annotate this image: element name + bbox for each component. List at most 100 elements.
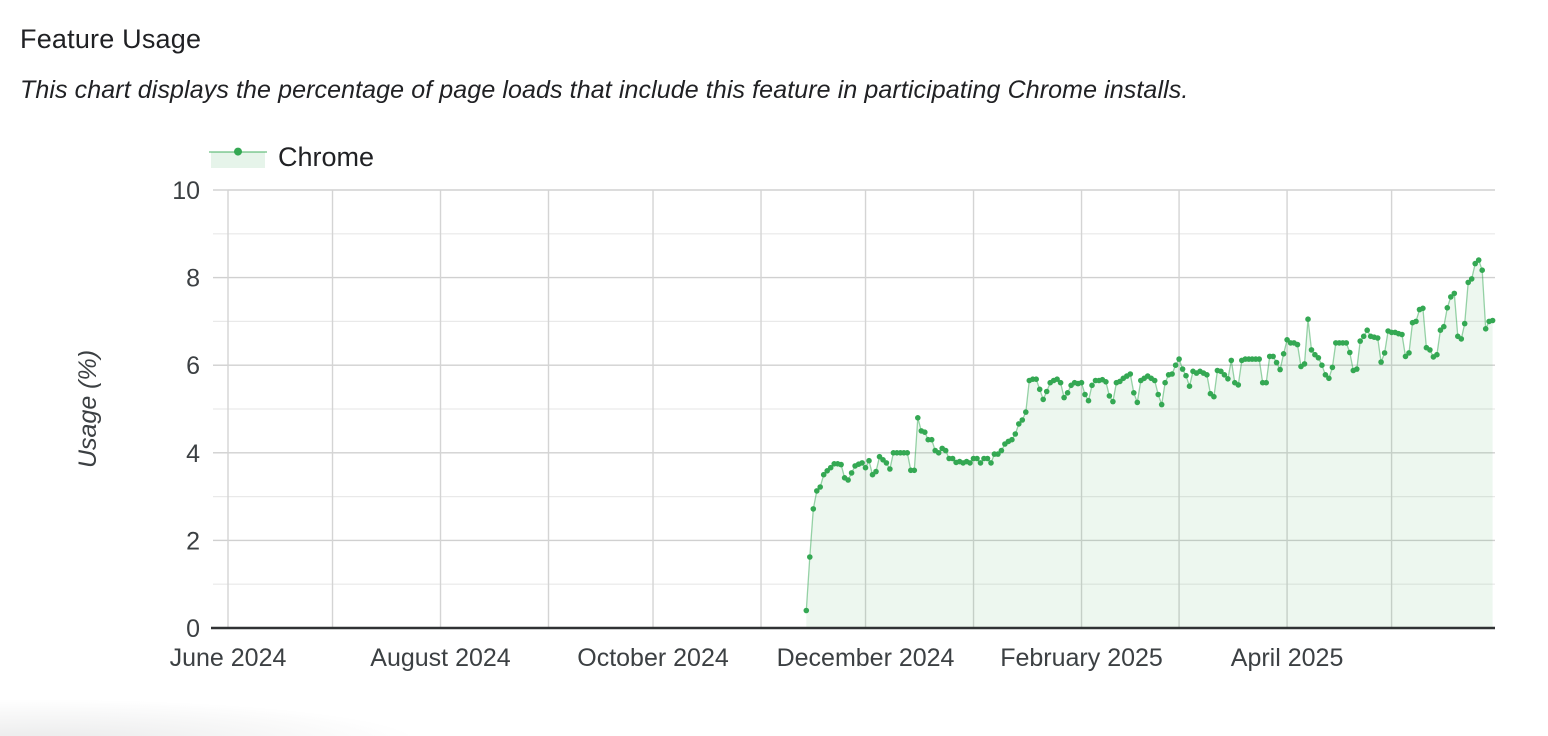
data-point[interactable] (1270, 353, 1276, 360)
data-point[interactable] (1364, 327, 1370, 334)
data-point[interactable] (1277, 366, 1283, 373)
data-point[interactable] (1162, 379, 1168, 386)
data-point[interactable] (1482, 326, 1489, 332)
data-point[interactable] (1057, 379, 1064, 386)
data-point[interactable] (1475, 257, 1482, 263)
data-point[interactable] (911, 467, 918, 474)
data-point[interactable] (1465, 279, 1471, 286)
data-point[interactable] (1033, 376, 1039, 383)
data-point[interactable] (803, 607, 810, 614)
data-point[interactable] (1343, 340, 1350, 346)
data-point[interactable] (810, 506, 817, 512)
data-point[interactable] (1263, 379, 1269, 386)
data-point[interactable] (1347, 349, 1353, 356)
data-point[interactable] (928, 436, 935, 443)
data-point[interactable] (922, 429, 928, 436)
data-point[interactable] (1357, 338, 1363, 344)
data-point[interactable] (887, 466, 893, 472)
data-point[interactable] (1176, 356, 1182, 362)
data-point[interactable] (1308, 347, 1315, 353)
data-point[interactable] (1472, 260, 1478, 267)
data-point[interactable] (814, 488, 820, 494)
data-point[interactable] (1434, 351, 1440, 358)
data-point[interactable] (1009, 436, 1015, 443)
data-point[interactable] (1378, 359, 1384, 365)
data-point[interactable] (862, 464, 869, 471)
data-point[interactable] (1110, 398, 1116, 405)
data-point[interactable] (1315, 355, 1322, 361)
data-point[interactable] (1305, 316, 1311, 323)
data-point[interactable] (1360, 333, 1367, 340)
data-point[interactable] (817, 484, 823, 490)
data-point[interactable] (998, 447, 1005, 454)
data-point[interactable] (974, 455, 980, 462)
data-point[interactable] (1103, 379, 1109, 385)
data-point[interactable] (1221, 372, 1228, 378)
data-point[interactable] (1040, 396, 1046, 403)
data-point[interactable] (1225, 376, 1231, 382)
data-point[interactable] (1448, 294, 1454, 300)
data-point[interactable] (1458, 336, 1465, 342)
data-point[interactable] (1036, 386, 1043, 393)
data-point[interactable] (1427, 347, 1433, 353)
data-point[interactable] (915, 415, 921, 421)
data-point[interactable] (1054, 376, 1060, 383)
data-point[interactable] (1019, 417, 1026, 423)
data-point[interactable] (820, 471, 827, 478)
data-point[interactable] (883, 460, 890, 466)
data-point[interactable] (838, 461, 844, 468)
data-point[interactable] (967, 460, 973, 466)
data-point[interactable] (1169, 371, 1175, 377)
data-point[interactable] (1468, 276, 1475, 282)
data-point[interactable] (1437, 327, 1444, 334)
chart-legend[interactable]: Chrome (209, 140, 374, 174)
data-point[interactable] (1319, 362, 1325, 369)
data-point[interactable] (1461, 320, 1468, 327)
data-point[interactable] (1441, 323, 1447, 330)
data-point[interactable] (1155, 391, 1161, 398)
data-point[interactable] (1406, 350, 1412, 356)
data-point[interactable] (935, 450, 942, 456)
data-point[interactable] (1399, 331, 1405, 338)
data-point[interactable] (1023, 409, 1029, 415)
data-point[interactable] (949, 455, 956, 462)
data-point[interactable] (988, 460, 994, 466)
data-point[interactable] (1444, 305, 1451, 311)
data-point[interactable] (1082, 391, 1088, 398)
data-point[interactable] (1374, 335, 1381, 341)
data-point[interactable] (1301, 361, 1308, 367)
data-point[interactable] (1402, 353, 1409, 360)
data-point[interactable] (1479, 267, 1485, 274)
data-point[interactable] (866, 457, 872, 464)
data-point[interactable] (1413, 318, 1419, 325)
data-point[interactable] (1158, 401, 1165, 408)
data-point[interactable] (942, 447, 949, 454)
data-point[interactable] (1204, 372, 1210, 378)
data-point[interactable] (1420, 305, 1426, 312)
data-point[interactable] (1218, 368, 1224, 375)
data-point[interactable] (1151, 377, 1158, 384)
data-point[interactable] (1273, 359, 1280, 366)
data-point[interactable] (995, 451, 1001, 457)
data-point[interactable] (1354, 366, 1360, 372)
data-point[interactable] (827, 464, 834, 471)
data-point[interactable] (1016, 421, 1022, 427)
data-point[interactable] (984, 455, 991, 462)
data-point[interactable] (1134, 399, 1141, 406)
data-point[interactable] (1085, 397, 1092, 404)
data-point[interactable] (1280, 351, 1287, 357)
data-point[interactable] (1012, 431, 1019, 437)
data-point[interactable] (1451, 290, 1458, 297)
data-point[interactable] (1329, 364, 1336, 371)
data-point[interactable] (848, 470, 855, 476)
data-point[interactable] (1211, 393, 1217, 400)
data-point[interactable] (904, 450, 911, 456)
data-point[interactable] (1064, 390, 1071, 396)
data-point[interactable] (1228, 357, 1235, 364)
data-point[interactable] (1089, 382, 1095, 389)
data-point[interactable] (1326, 375, 1332, 382)
data-point[interactable] (1186, 383, 1193, 390)
data-point[interactable] (807, 554, 813, 560)
data-point[interactable] (1172, 362, 1179, 369)
data-point[interactable] (1078, 379, 1085, 386)
